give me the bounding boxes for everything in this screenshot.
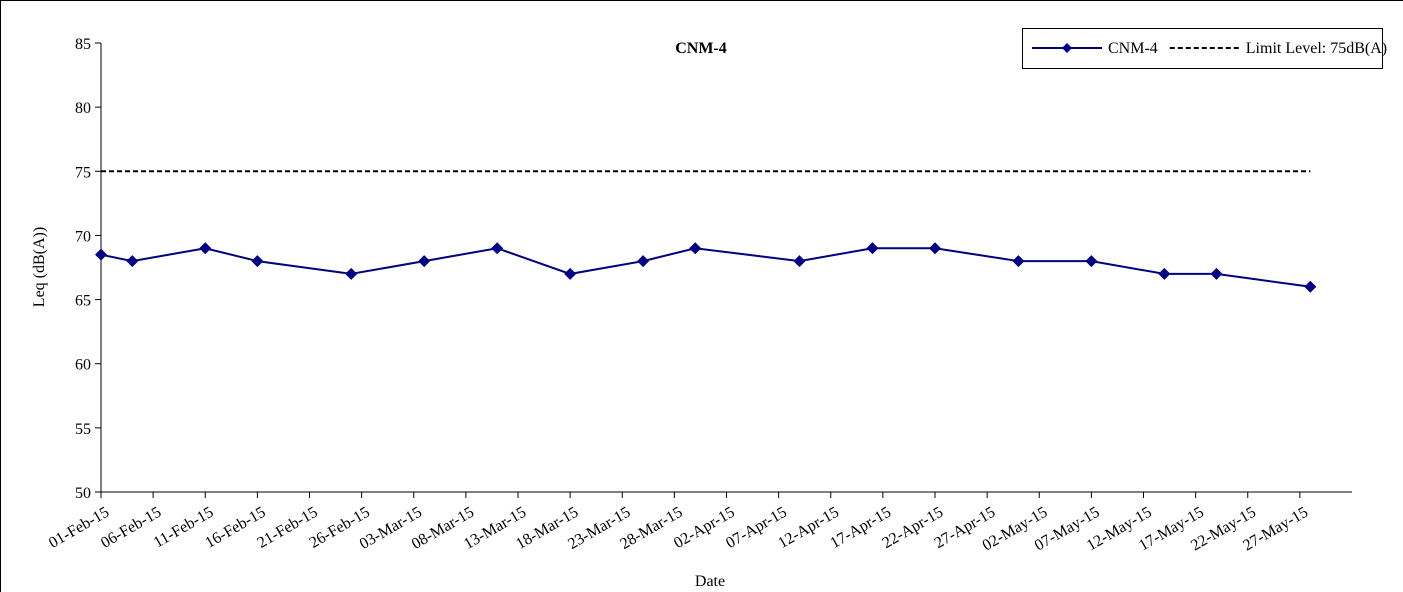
y-tick-label: 65 [75,293,91,310]
point-marker [1012,255,1025,268]
point-marker [1304,280,1317,293]
y-axis-label: Leq (dB(A)) [31,227,48,307]
point-marker [345,267,358,280]
legend-label: CNM-4 [1108,40,1158,57]
x-axis-label: Date [695,573,725,590]
legend-marker [1062,43,1072,53]
y-tick-label: 60 [75,357,91,374]
point-marker [95,248,107,261]
y-tick-label: 85 [75,36,91,53]
point-marker [251,255,264,268]
legend-label: Limit Level: 75dB(A) [1246,40,1387,57]
point-marker [126,255,139,268]
point-marker [689,242,702,255]
y-tick-label: 70 [75,228,91,245]
point-marker [199,242,212,255]
point-marker [637,255,650,268]
point-marker [418,255,431,268]
y-tick-label: 75 [75,164,91,181]
point-marker [793,255,806,268]
legend: CNM-4 Limit Level: 75dB(A) [1022,28,1387,69]
series-line [100,247,1311,288]
point-marker [491,242,504,255]
y-tick-label: 55 [75,421,91,438]
chart-title: CNM-4 [675,40,727,57]
point-marker [564,267,577,280]
y-tick-label: 80 [75,100,91,117]
point-marker [1085,255,1098,268]
y-tick-label: 50 [75,485,91,502]
point-marker [929,242,941,255]
point-marker [1210,267,1223,280]
point-marker [1158,267,1171,280]
point-marker [866,242,879,255]
